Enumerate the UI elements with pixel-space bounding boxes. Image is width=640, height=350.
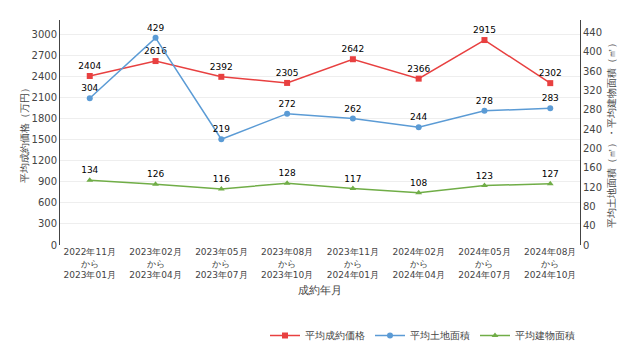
svg-text:平均土地面積: 平均土地面積 [410,330,470,341]
svg-text:900: 900 [38,176,57,187]
svg-text:2024年02月から2024年04月: 2024年02月から2024年04月 [393,247,445,280]
svg-text:2024年08月から2024年10月: 2024年08月から2024年10月 [524,247,576,280]
svg-text:126: 126 [147,169,164,179]
svg-text:2100: 2100 [32,92,57,103]
svg-text:244: 244 [410,112,427,122]
svg-text:平均成約価格: 平均成約価格 [305,330,365,341]
svg-text:2023年05月から2023年07月: 2023年05月から2023年07月 [195,247,247,280]
svg-text:128: 128 [279,168,296,178]
svg-text:219: 219 [213,124,230,134]
svg-text:320: 320 [583,85,602,96]
svg-text:278: 278 [476,96,493,106]
svg-text:2366: 2366 [407,64,430,74]
svg-text:2023年11月から2024年01月: 2023年11月から2024年01月 [327,247,379,280]
svg-text:272: 272 [279,99,296,109]
svg-text:440: 440 [583,27,602,38]
svg-text:116: 116 [213,174,230,184]
svg-text:2400: 2400 [32,71,57,82]
svg-text:240: 240 [583,124,602,135]
svg-text:262: 262 [344,104,361,114]
svg-text:2392: 2392 [210,62,233,72]
svg-text:平均土地面積（㎡）・平均建物面積（㎡）: 平均土地面積（㎡）・平均建物面積（㎡） [606,38,617,228]
svg-text:平均建物面積: 平均建物面積 [515,330,575,341]
svg-text:1500: 1500 [32,134,57,145]
svg-text:2302: 2302 [539,68,562,78]
svg-text:400: 400 [583,46,602,57]
svg-text:2616: 2616 [144,46,167,56]
svg-text:2024年05月から2024年07月: 2024年05月から2024年07月 [458,247,510,280]
svg-text:280: 280 [583,104,602,115]
svg-text:304: 304 [81,83,98,93]
svg-text:1200: 1200 [32,155,57,166]
svg-text:200: 200 [583,143,602,154]
svg-text:2023年02月から2023年04月: 2023年02月から2023年04月 [129,247,181,280]
svg-text:2404: 2404 [78,61,101,71]
svg-text:平均成約価格（万円）: 平均成約価格（万円） [19,83,30,183]
svg-text:80: 80 [583,201,596,212]
svg-text:2305: 2305 [276,68,299,78]
svg-text:1800: 1800 [32,113,57,124]
svg-text:2022年11月から2023年01月: 2022年11月から2023年01月 [64,247,116,280]
svg-text:360: 360 [583,66,602,77]
svg-text:160: 160 [583,162,602,173]
svg-text:108: 108 [410,178,427,188]
svg-text:40: 40 [583,220,596,231]
svg-text:0: 0 [51,240,57,251]
svg-text:2700: 2700 [32,50,57,61]
svg-text:283: 283 [542,93,559,103]
svg-text:成約年月: 成約年月 [298,284,342,297]
svg-text:429: 429 [147,23,164,33]
svg-text:0: 0 [583,240,589,251]
svg-text:2023年08月から2023年10月: 2023年08月から2023年10月 [261,247,313,280]
svg-text:134: 134 [81,165,98,175]
svg-text:120: 120 [583,182,602,193]
svg-text:2915: 2915 [473,25,496,35]
svg-text:123: 123 [476,171,493,181]
svg-text:300: 300 [38,218,57,229]
svg-text:2642: 2642 [341,44,364,54]
svg-text:117: 117 [344,174,361,184]
svg-text:127: 127 [542,169,559,179]
svg-text:600: 600 [38,197,57,208]
svg-text:3000: 3000 [32,29,57,40]
